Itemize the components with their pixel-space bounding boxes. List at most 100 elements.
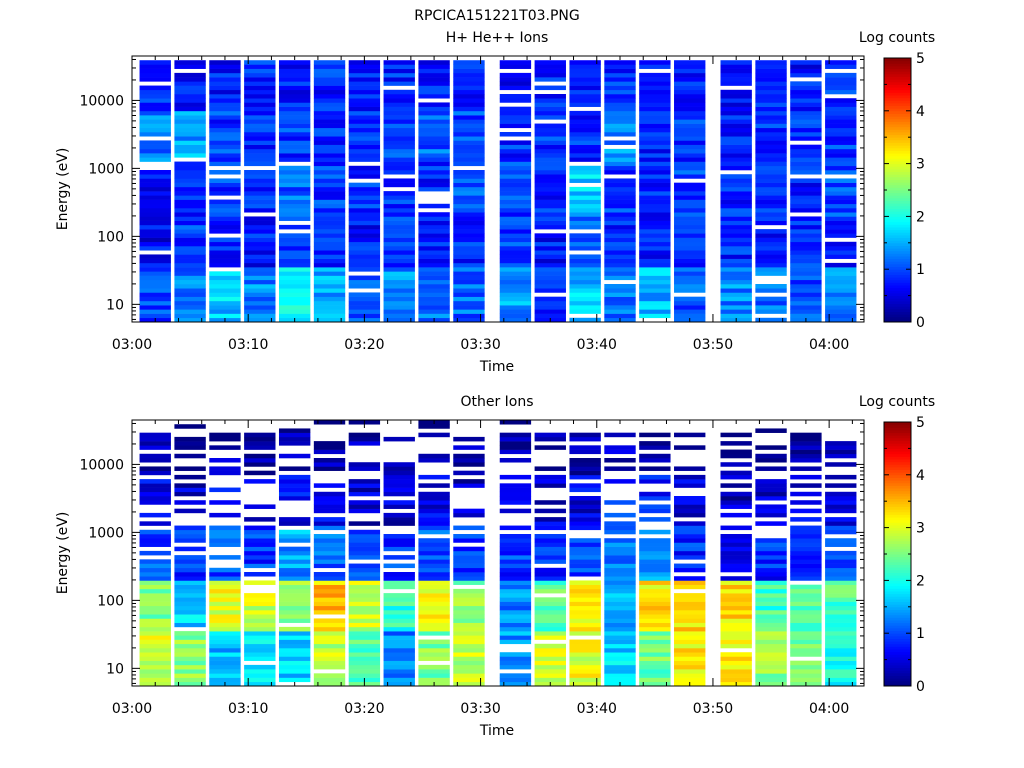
spectrogram-cell [755,254,787,259]
colorbar-swatch [884,248,911,252]
spectrogram-cell [720,669,752,674]
spectrogram-cell [674,161,706,167]
spectrogram-cell [418,572,450,577]
colorbar-swatch [884,190,911,194]
spectrogram-cell [453,275,485,281]
spectrogram-cell [569,237,601,243]
spectrogram-cell [313,119,346,124]
spectrogram-cell [348,491,381,497]
spectrogram-cell [604,241,636,247]
spectrogram-cell [139,258,171,264]
spectrogram-cell [418,508,450,514]
spectrogram-cell [569,487,601,493]
spectrogram-cell [569,504,601,509]
colorbar-swatch [884,543,911,547]
spectrogram-cell [604,550,636,556]
spectrogram-cell [604,458,636,463]
spectrogram-cell [499,203,532,209]
spectrogram-cell [825,538,857,543]
spectrogram-cell [755,288,787,293]
spectrogram-cell [139,605,171,611]
spectrogram-cell [278,309,311,314]
spectrogram-cell [639,300,671,306]
spectrogram-cell [569,500,601,505]
spectrogram-cell [453,224,485,230]
spectrogram-cell [278,106,311,112]
spectrogram-cell [244,317,276,323]
spectrogram-cell [790,576,822,581]
spectrogram-cell [383,144,415,150]
spectrogram-cell [720,254,752,259]
spectrogram-cell [174,605,206,611]
spectrogram-cell [569,136,601,141]
spectrogram-cell [790,250,822,255]
spectrogram-cell [569,132,601,137]
spectrogram-cell [639,275,671,281]
colorbar-swatch [884,532,911,537]
spectrogram-cell [139,593,171,598]
spectrogram-cell [278,72,311,78]
colorbar-swatch [884,546,911,550]
spectrogram-cell [313,496,346,501]
spectrogram-cell [209,115,241,120]
spectrogram-cell [174,643,206,649]
spectrogram-cell [278,572,311,577]
spectrogram-cell [348,660,381,666]
spectrogram-cell [569,309,601,314]
spectrogram-cell [209,106,241,112]
spectrogram-cell [278,288,311,293]
spectrogram-cell [674,224,706,230]
spectrogram-cell [244,119,276,124]
spectrogram-cell [755,216,787,221]
spectrogram-cell [278,466,311,471]
spectrogram-cell [825,445,857,450]
spectrogram-cell [569,262,601,268]
spectrogram-cell [418,72,450,78]
spectrogram-cell [569,148,601,154]
spectrogram-cell [720,584,752,590]
spectrogram-cell [790,279,822,285]
spectrogram-cell [278,81,311,86]
spectrogram-cell [244,153,276,158]
spectrogram-cell [825,246,857,251]
spectrogram-cell [720,127,752,133]
spectrogram-cell [755,136,787,141]
spectrogram-cell [174,98,206,103]
spectrogram-cell [755,246,787,251]
spectrogram-cell [639,250,671,255]
spectrogram-cell [674,123,706,129]
spectrogram-cell [674,504,706,509]
spectrogram-cell [348,258,381,264]
spectrogram-cell [383,246,415,251]
spectrogram-cell [825,208,857,213]
spectrogram-cell [755,148,787,154]
spectrogram-cell [139,195,171,200]
spectrogram-cell [383,68,415,74]
spectrogram-cell [755,119,787,124]
spectrogram-cell [209,584,241,590]
panel-h-he-ions: H+ He++ Ions 03:00 03:10 03:20 03:30 03:40 03… [55,30,935,375]
colorbar-swatch [884,580,911,584]
spectrogram-cell [720,115,752,120]
spectrogram-cell [209,224,241,230]
spectrogram-cell [348,635,381,640]
colorbar-swatch [884,303,911,307]
spectrogram-cell [209,119,241,124]
spectrogram-cell [348,601,381,607]
spectrogram-cell [825,550,857,556]
spectrogram-cell [639,555,671,560]
spectrogram-cell [313,300,346,306]
colorbar-swatch [884,493,911,497]
colorbar-swatch [884,514,911,518]
spectrogram-cell [418,203,450,209]
spectrogram-cell [534,123,566,129]
spectrogram-cell [139,445,171,450]
spectrogram-cell [453,453,485,459]
colorbar-swatch [884,432,911,436]
spectrogram-cell [139,559,171,564]
spectrogram-cell [244,462,276,467]
spectrogram-cell [790,224,822,230]
colorbar-swatch [884,440,911,444]
colorbar-swatch [884,590,911,595]
